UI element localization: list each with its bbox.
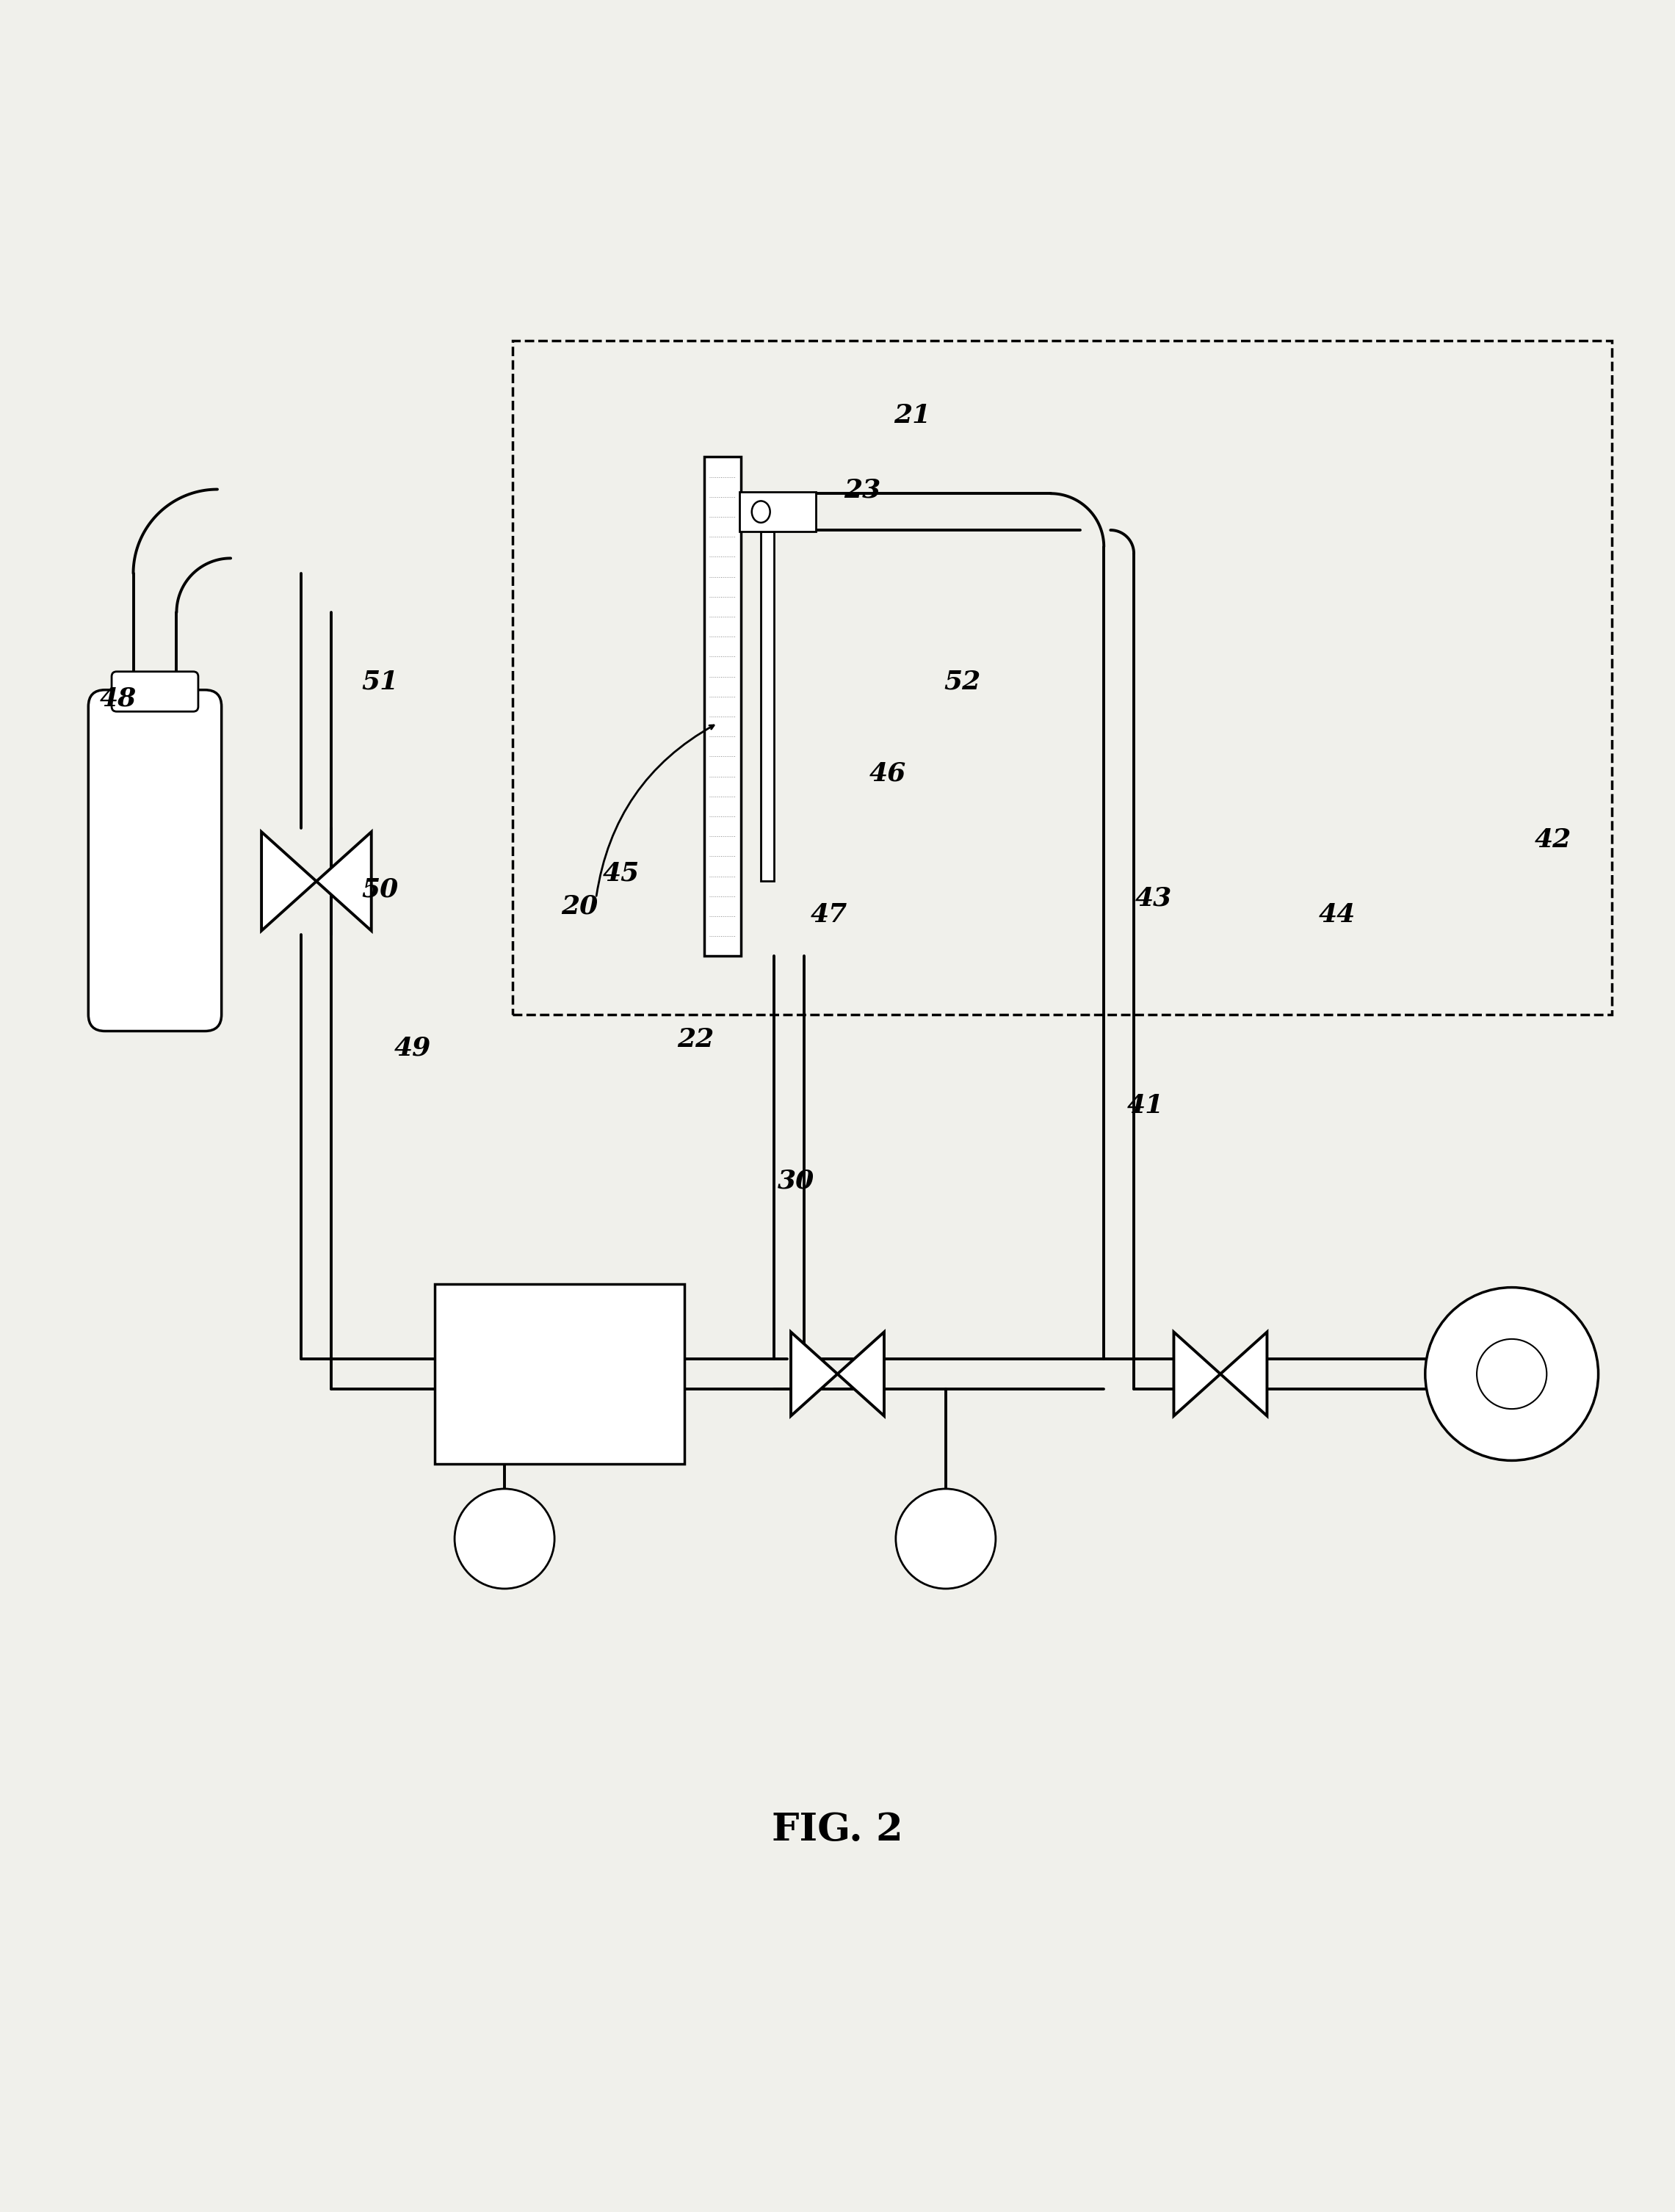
Text: 43: 43	[1136, 885, 1172, 911]
Polygon shape	[1221, 1332, 1266, 1416]
Text: 23: 23	[844, 478, 881, 502]
Circle shape	[1425, 1287, 1598, 1460]
Polygon shape	[261, 832, 317, 931]
Ellipse shape	[752, 500, 771, 522]
Text: 46: 46	[869, 761, 906, 785]
Text: 49: 49	[395, 1035, 432, 1060]
Text: 45: 45	[603, 860, 640, 885]
Text: 44: 44	[1318, 902, 1355, 927]
Text: 21: 21	[894, 403, 931, 427]
FancyBboxPatch shape	[89, 690, 221, 1031]
Polygon shape	[317, 832, 372, 931]
Circle shape	[454, 1489, 554, 1588]
Polygon shape	[838, 1332, 884, 1416]
Text: 47: 47	[811, 902, 848, 927]
Bar	[434, 1285, 685, 1464]
Text: FIG. 2: FIG. 2	[772, 1812, 903, 1849]
Polygon shape	[791, 1332, 838, 1416]
FancyBboxPatch shape	[112, 672, 198, 712]
Text: 30: 30	[777, 1168, 814, 1194]
Text: 50: 50	[362, 878, 399, 902]
Polygon shape	[1174, 1332, 1221, 1416]
Text: 42: 42	[1534, 827, 1571, 852]
Bar	[704, 458, 740, 956]
Text: 20: 20	[561, 894, 598, 918]
Text: 41: 41	[1127, 1093, 1164, 1119]
Text: 48: 48	[100, 686, 137, 710]
Text: 22: 22	[678, 1026, 715, 1053]
Circle shape	[1477, 1338, 1546, 1409]
Circle shape	[896, 1489, 995, 1588]
Text: 52: 52	[945, 668, 982, 695]
Text: 51: 51	[362, 668, 399, 695]
Bar	[760, 531, 774, 880]
Bar	[739, 491, 816, 531]
